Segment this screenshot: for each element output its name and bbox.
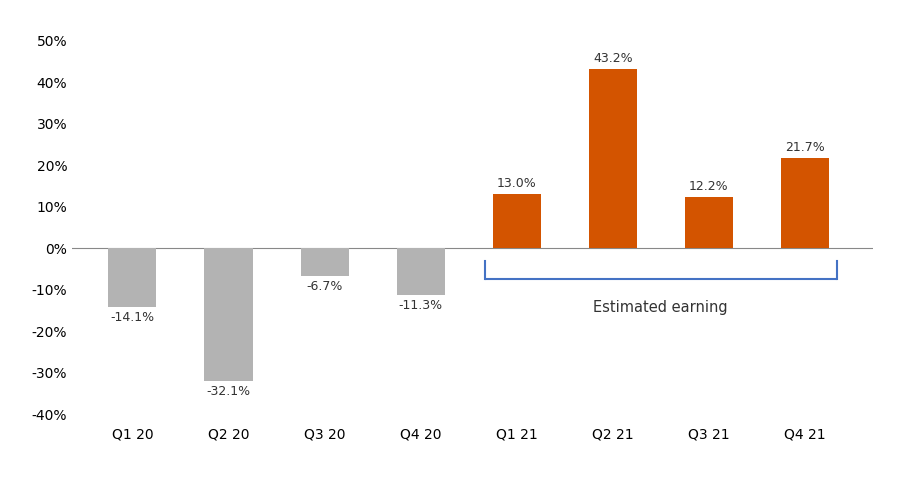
Text: -14.1%: -14.1%: [111, 311, 155, 324]
Bar: [108, 248, 157, 307]
Bar: [589, 69, 637, 248]
Bar: [685, 197, 733, 248]
Text: 13.0%: 13.0%: [497, 177, 536, 190]
Bar: [301, 248, 348, 276]
Text: 12.2%: 12.2%: [689, 180, 729, 193]
Bar: [397, 248, 445, 295]
Bar: [204, 248, 253, 381]
Text: 21.7%: 21.7%: [785, 141, 824, 154]
Bar: [781, 158, 829, 248]
Text: 43.2%: 43.2%: [593, 52, 633, 65]
Text: -6.7%: -6.7%: [306, 280, 343, 293]
Bar: [492, 194, 541, 248]
Text: Estimated earning: Estimated earning: [593, 300, 728, 315]
Text: -11.3%: -11.3%: [399, 299, 443, 312]
Text: -32.1%: -32.1%: [206, 385, 250, 398]
